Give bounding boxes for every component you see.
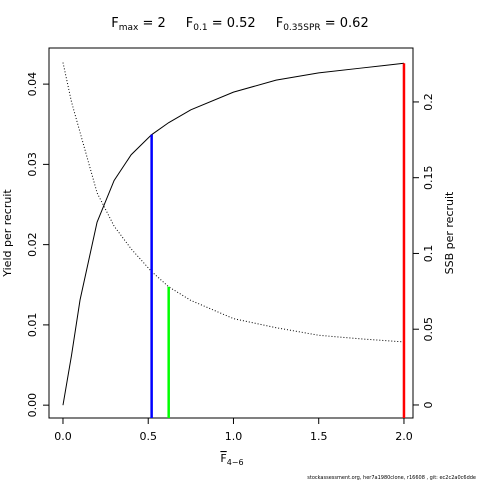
title-subscript: max — [119, 23, 139, 33]
y2-tick-label: 0 — [422, 401, 435, 408]
chart-title: Fmax = 2 F0.1 = 0.52 F0.35SPR = 0.62 — [111, 16, 368, 33]
title-value: = 0.52 — [208, 16, 256, 31]
footer: stockassessment.org, her7a1980clone, r16… — [307, 475, 476, 480]
x-tick-label: 1.5 — [310, 430, 328, 443]
x-tick-label: 1.0 — [225, 430, 243, 443]
title-symbol: F — [111, 16, 118, 31]
y2-tick-label: 0.05 — [422, 317, 435, 342]
title-subscript: 0.35SPR — [283, 23, 320, 33]
y-tick-label: 0.03 — [26, 152, 39, 177]
x-axis-label: F4−6 — [220, 452, 243, 467]
y-tick-label: 0.04 — [26, 72, 39, 97]
y-axis-label: Yield per recruit — [1, 189, 14, 278]
x-tick-label: 2.0 — [395, 430, 413, 443]
series-line — [62, 62, 405, 406]
title-value: = 0.62 — [321, 16, 369, 31]
x-label-symbol: F — [220, 452, 226, 465]
title-value: = 2 — [138, 16, 165, 31]
x-tick-label: 0.0 — [54, 430, 72, 443]
x-tick-label: 0.5 — [139, 430, 157, 443]
y2-tick-label: 0.15 — [422, 165, 435, 190]
title-subscript: 0.1 — [193, 23, 207, 33]
series-line — [62, 62, 404, 343]
y-tick-label: 0.00 — [26, 393, 39, 418]
y2-tick-label: 0.1 — [422, 245, 435, 262]
y-tick-label: 0.01 — [26, 313, 39, 338]
x-label-subscript: 4−6 — [227, 458, 244, 467]
y-tick-label: 0.02 — [26, 232, 39, 257]
title-symbol: F — [276, 16, 283, 31]
plot-frame — [48, 47, 414, 419]
y2-tick-label: 0.2 — [422, 93, 435, 111]
title-symbol: F — [186, 16, 193, 31]
y2-axis-label: SSB per recruit — [443, 191, 456, 274]
